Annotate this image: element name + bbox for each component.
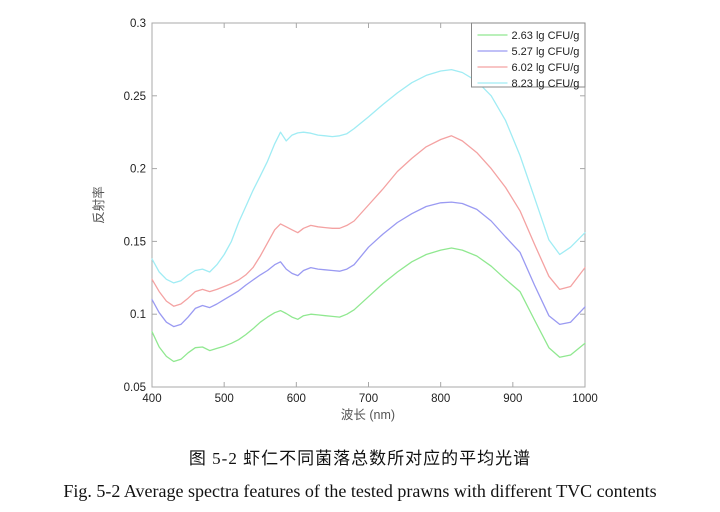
- spectra-chart: 400 500 600 700 800 900 1000 0.05 0.1 0.15 0.2 0.25…: [91, 18, 598, 422]
- legend-label-3: 8.23 lg CFU/g: [512, 78, 580, 90]
- x-axis-label: 波长 (nm): [341, 408, 395, 422]
- series-line-2: [151, 135, 586, 307]
- y-tick-label: 0.2: [130, 164, 146, 176]
- series-line-1: [151, 201, 586, 328]
- y-axis-label: 反射率: [91, 186, 106, 224]
- chart-generated: 400 500 600 700 800 900 1000 0.05 0.1 0.15 0.2 0.25…: [124, 18, 598, 405]
- legend-label-1: 5.27 lg CFU/g: [512, 46, 580, 58]
- x-tick-label: 600: [287, 393, 306, 405]
- y-tick-label: 0.3: [130, 18, 146, 30]
- x-tick-label: 1000: [572, 393, 598, 405]
- x-tick-label: 800: [431, 393, 450, 405]
- x-tick-label: 500: [215, 393, 234, 405]
- caption-chinese: 图 5-2 虾仁不同菌落总数所对应的平均光谱: [188, 449, 532, 468]
- chart-container: 400 500 600 700 800 900 1000 0.05 0.1 0.15 0.2 0.25…: [91, 18, 598, 422]
- legend-box: [471, 22, 586, 88]
- y-tick-label: 0.15: [124, 236, 146, 248]
- series-line-0: [151, 247, 586, 363]
- x-tick-label: 700: [359, 393, 378, 405]
- series-line-3: [151, 68, 586, 284]
- legend-label-0: 2.63 lg CFU/g: [512, 30, 580, 42]
- x-tick-label: 400: [142, 393, 161, 405]
- y-tick-label: 0.1: [130, 309, 146, 321]
- legend-label-2: 6.02 lg CFU/g: [512, 62, 580, 74]
- y-tick-label: 0.05: [124, 382, 146, 394]
- x-tick-label: 900: [503, 393, 522, 405]
- y-tick-label: 0.25: [124, 91, 146, 103]
- caption-english: Fig. 5-2 Average spectra features of the…: [63, 481, 657, 501]
